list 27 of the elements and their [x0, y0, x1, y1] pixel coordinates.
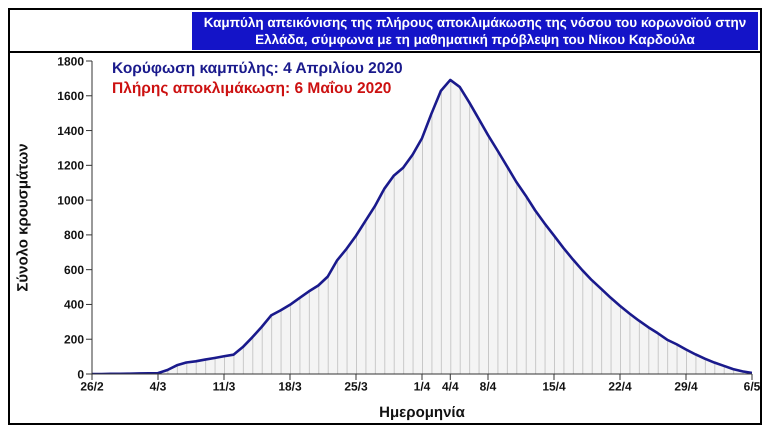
- y-tick-label: 1200: [57, 158, 84, 173]
- y-tick-label: 1600: [57, 89, 84, 104]
- x-tick-label: 15/4: [542, 380, 566, 394]
- y-axis-title: Σύνολο κρουσμάτων: [14, 143, 32, 292]
- y-tick-label: 1800: [57, 54, 84, 68]
- y-tick-label: 0: [77, 367, 84, 382]
- x-tick-label: 22/4: [608, 380, 632, 394]
- y-tick-label: 400: [64, 298, 84, 312]
- y-tick-label: 200: [64, 332, 84, 346]
- y-tick-label: 600: [64, 262, 84, 277]
- x-tick-label: 1/4: [414, 380, 431, 394]
- x-tick-label: 8/4: [480, 380, 497, 394]
- x-tick-label: 6/5: [744, 380, 761, 394]
- x-tick-label: 4/4: [442, 380, 459, 394]
- annotation: Πλήρης αποκλιμάκωση: 6 Μαΐου 2020: [112, 80, 392, 98]
- chart-title: Καμπύλη απεικόνισης της πλήρους αποκλιμάκωσης της νόσου του κορωνοϊού στην Ελλάδα, σύμφωνα με τη μαθηματική πρόβλεψη του Νίκου Καρδούλα: [192, 14, 758, 48]
- x-tick-label: 29/4: [674, 380, 698, 394]
- annotation: Κορύφωση καμπύλης: 4 Απριλίου 2020: [112, 60, 403, 78]
- x-tick-label: 18/3: [278, 380, 302, 394]
- y-tick-label: 1000: [57, 193, 84, 208]
- x-axis-title: Ημερομηνία: [379, 404, 466, 421]
- x-tick-label: 26/2: [80, 380, 104, 394]
- y-tick-label: 1400: [57, 124, 84, 138]
- x-tick-label: 25/3: [344, 380, 368, 394]
- x-tick-label: 11/3: [212, 380, 236, 394]
- y-tick-label: 800: [64, 228, 84, 242]
- x-tick-label: 4/3: [150, 380, 167, 394]
